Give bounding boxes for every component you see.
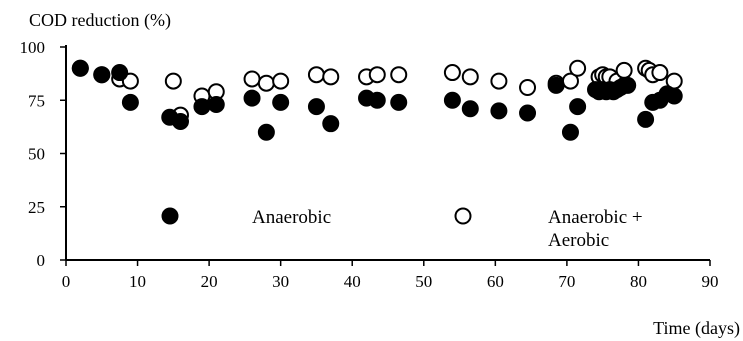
anaerobic-point xyxy=(207,96,225,114)
anaerobic-aerobic-point xyxy=(368,66,386,84)
y-tick-label: 0 xyxy=(37,251,46,270)
anaerobic-point xyxy=(461,100,479,118)
legend-label-anaerobic-aerobic: Aerobic xyxy=(548,230,609,251)
anaerobic-point xyxy=(171,113,189,131)
anaerobic-aerobic-point xyxy=(390,66,408,84)
x-tick-label: 30 xyxy=(272,272,289,291)
plot-area xyxy=(71,59,683,141)
anaerobic-aerobic-point xyxy=(307,66,325,84)
y-tick-label: 75 xyxy=(28,91,45,110)
legend: Anaerobic Anaerobic +Aerobic xyxy=(161,207,643,251)
x-tick-label: 70 xyxy=(558,272,575,291)
anaerobic-point xyxy=(272,93,290,111)
axes: 0 10 20 30 40 50 60 70 80 90 0 25 50 75 100 xyxy=(20,38,719,291)
anaerobic-aerobic-point xyxy=(490,72,508,90)
y-tick-label: 25 xyxy=(28,198,45,217)
anaerobic-aerobic-point xyxy=(651,64,669,82)
anaerobic-aerobic-point xyxy=(272,72,290,90)
x-tick-label: 50 xyxy=(415,272,432,291)
anaerobic-point xyxy=(368,91,386,109)
anaerobic-aerobic-point xyxy=(461,68,479,86)
anaerobic-point xyxy=(257,123,275,141)
x-axis-title: Time (days) xyxy=(653,318,740,339)
anaerobic-point xyxy=(443,91,461,109)
x-tick-label: 80 xyxy=(630,272,647,291)
anaerobic-point xyxy=(390,93,408,111)
anaerobic-point xyxy=(637,110,655,128)
anaerobic-aerobic-point xyxy=(569,59,587,77)
y-tick-label: 50 xyxy=(28,145,45,164)
legend-label-anaerobic: Anaerobic xyxy=(252,207,331,228)
anaerobic-aerobic-point xyxy=(615,61,633,79)
anaerobic-point xyxy=(111,64,129,82)
anaerobic-point xyxy=(93,66,111,84)
anaerobic-point xyxy=(519,104,537,122)
anaerobic-point xyxy=(569,98,587,116)
legend-marker-anaerobic-aerobic xyxy=(454,207,472,225)
legend-label-anaerobic-aerobic: Anaerobic + xyxy=(548,207,643,228)
anaerobic-point xyxy=(71,59,89,77)
x-tick-label: 20 xyxy=(201,272,218,291)
x-tick-label: 10 xyxy=(129,272,146,291)
x-tick-label: 0 xyxy=(62,272,71,291)
x-tick-label: 90 xyxy=(702,272,719,291)
y-tick-label: 100 xyxy=(20,38,46,57)
anaerobic-point xyxy=(322,115,340,133)
anaerobic-point xyxy=(547,76,565,94)
anaerobic-aerobic-point xyxy=(164,72,182,90)
anaerobic-point xyxy=(193,98,211,116)
anaerobic-point xyxy=(561,123,579,141)
anaerobic-point xyxy=(121,93,139,111)
anaerobic-aerobic-point xyxy=(443,64,461,82)
anaerobic-point xyxy=(619,76,637,94)
x-tick-label: 60 xyxy=(487,272,504,291)
anaerobic-point xyxy=(243,89,261,107)
anaerobic-aerobic-point xyxy=(519,78,537,96)
x-tick-label: 40 xyxy=(344,272,361,291)
y-axis-title: COD reduction (%) xyxy=(29,10,171,31)
anaerobic-point xyxy=(665,87,683,105)
anaerobic-aerobic-point xyxy=(243,70,261,88)
legend-marker-anaerobic xyxy=(161,207,179,225)
anaerobic-point xyxy=(490,102,508,120)
anaerobic-aerobic-point xyxy=(257,74,275,92)
anaerobic-aerobic-point xyxy=(322,68,340,86)
anaerobic-point xyxy=(307,98,325,116)
